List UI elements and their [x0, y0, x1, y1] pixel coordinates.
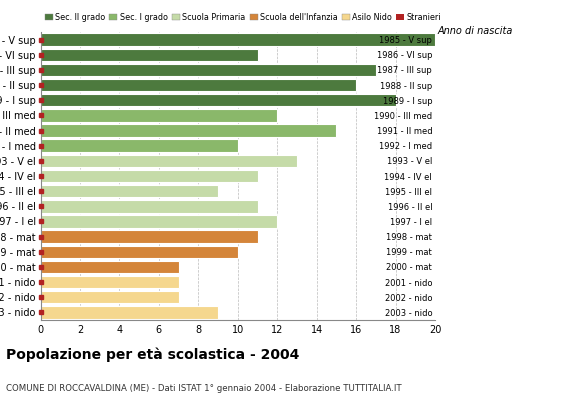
Bar [41, 124, 336, 137]
Bar [41, 94, 396, 106]
Text: Popolazione per età scolastica - 2004: Popolazione per età scolastica - 2004 [6, 348, 299, 362]
Text: Anno di nascita: Anno di nascita [438, 26, 513, 36]
Bar [41, 230, 258, 243]
Bar [41, 155, 297, 167]
Legend: Sec. II grado, Sec. I grado, Scuola Primaria, Scuola dell'Infanzia, Asilo Nido, : Sec. II grado, Sec. I grado, Scuola Prim… [45, 13, 441, 22]
Bar [41, 79, 356, 91]
Bar [41, 170, 258, 182]
Bar [41, 246, 238, 258]
Bar [41, 215, 277, 228]
Bar [41, 109, 277, 122]
Bar [41, 261, 179, 273]
Bar [41, 276, 179, 288]
Bar [41, 48, 258, 61]
Bar [41, 140, 238, 152]
Text: COMUNE DI ROCCAVALDINA (ME) - Dati ISTAT 1° gennaio 2004 - Elaborazione TUTTITAL: COMUNE DI ROCCAVALDINA (ME) - Dati ISTAT… [6, 384, 401, 393]
Bar [41, 200, 258, 212]
Bar [41, 306, 218, 319]
Bar [41, 64, 376, 76]
Bar [41, 185, 218, 197]
Bar [41, 33, 435, 46]
Bar [41, 291, 179, 304]
